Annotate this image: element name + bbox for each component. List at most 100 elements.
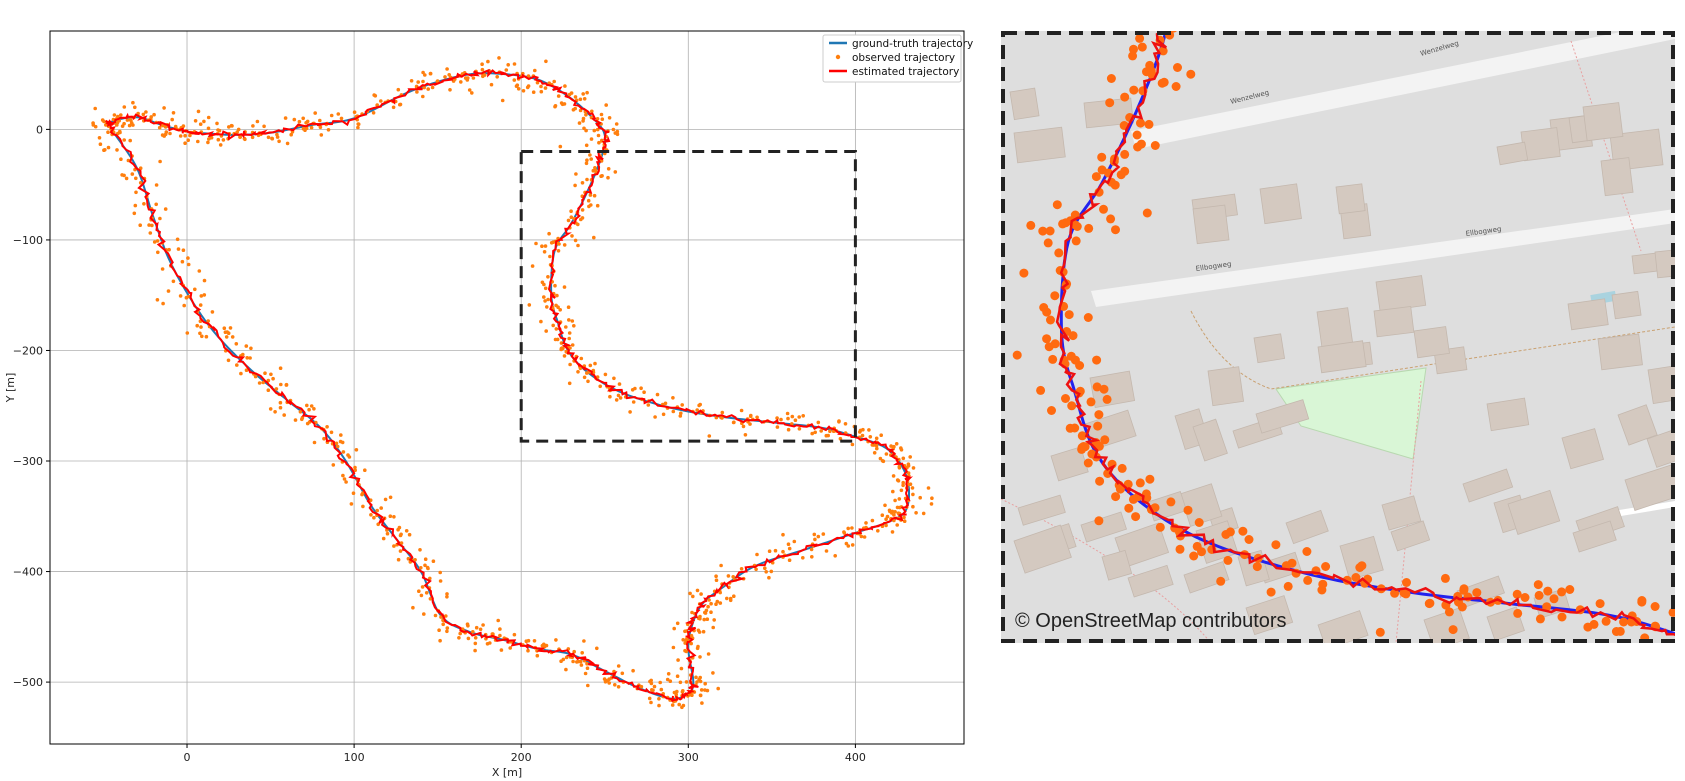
- observed-point: [892, 513, 896, 517]
- observed-point: [859, 534, 864, 539]
- map-observed-point: [1425, 598, 1435, 608]
- observed-point: [897, 464, 902, 469]
- observed-point: [543, 299, 547, 303]
- map-observed-point: [1093, 421, 1103, 431]
- observed-point: [270, 136, 275, 141]
- observed-point: [545, 305, 549, 309]
- observed-point: [162, 106, 166, 110]
- observed-point: [576, 370, 580, 374]
- map-observed-point: [1401, 589, 1411, 599]
- observed-point: [576, 222, 580, 227]
- map-observed-point: [1615, 626, 1625, 636]
- grid-lines: [50, 31, 964, 744]
- observed-point: [224, 335, 229, 339]
- observed-point: [562, 243, 567, 247]
- observed-point: [709, 601, 713, 606]
- observed-point: [277, 139, 281, 144]
- observed-point: [698, 402, 702, 407]
- map-observed-point: [1650, 602, 1660, 611]
- observed-point: [335, 444, 340, 449]
- observed-point: [535, 80, 540, 85]
- observed-point: [200, 334, 204, 339]
- observed-point: [262, 124, 266, 129]
- observed-point: [526, 648, 530, 653]
- observed-point: [535, 653, 540, 658]
- observed-point: [198, 331, 202, 336]
- observed-point: [161, 301, 165, 306]
- observed-point: [352, 110, 357, 114]
- observed-point: [558, 144, 563, 149]
- observed-point: [739, 567, 744, 571]
- map-observed-point: [1046, 315, 1055, 325]
- observed-point: [383, 497, 388, 502]
- map-observed-point: [1171, 82, 1181, 91]
- map-observed-point: [1106, 74, 1116, 83]
- observed-point: [195, 323, 199, 328]
- map-observed-point: [1102, 394, 1112, 404]
- observed-point: [570, 343, 575, 347]
- observed-point: [392, 515, 396, 519]
- map-observed-point: [1155, 522, 1165, 532]
- observed-point: [445, 67, 449, 71]
- map-observed-point: [1054, 248, 1064, 258]
- observed-point: [531, 90, 536, 94]
- observed-point: [614, 122, 619, 126]
- observed-point: [562, 285, 567, 289]
- building: [1654, 248, 1675, 279]
- trajectory-plot: 0 100 200 300 400 0 −100 −200 −300 −400 −500 X [m]…: [4, 30, 973, 779]
- observed-point: [793, 418, 798, 423]
- map-observed-point: [1079, 442, 1088, 451]
- map-observed-point: [1166, 497, 1176, 507]
- observed-point: [628, 410, 632, 414]
- observed-point: [884, 452, 889, 456]
- observed-point: [445, 592, 449, 596]
- observed-point: [421, 79, 425, 84]
- observed-point: [420, 585, 425, 589]
- observed-point: [731, 575, 735, 579]
- observed-point: [678, 680, 683, 685]
- x-tick-label: 100: [344, 751, 365, 764]
- observed-point: [196, 139, 200, 144]
- observed-point: [198, 303, 203, 307]
- map-observed-point: [1100, 435, 1110, 445]
- observed-point: [261, 380, 266, 385]
- observed-point: [391, 105, 396, 110]
- observed-point: [425, 565, 430, 570]
- observed-point: [551, 323, 555, 328]
- observed-point: [563, 84, 567, 88]
- observed-point: [154, 183, 159, 187]
- map-observed-point: [1542, 602, 1552, 612]
- observed-point: [466, 636, 471, 641]
- observed-point: [675, 689, 679, 694]
- observed-point: [581, 92, 585, 96]
- observed-point: [680, 690, 685, 694]
- road: [1091, 209, 1675, 307]
- observed-point: [883, 503, 887, 508]
- observed-point: [120, 173, 124, 177]
- observed-point: [152, 112, 156, 117]
- observed-point: [125, 118, 130, 122]
- observed-point: [543, 244, 548, 248]
- observed-point: [582, 97, 587, 101]
- observed-point: [426, 87, 431, 91]
- observed-point: [282, 413, 287, 417]
- map-observed-point: [1302, 547, 1312, 556]
- observed-point: [554, 638, 558, 642]
- observed-point: [918, 495, 922, 500]
- map-observed-point: [1120, 166, 1130, 176]
- observed-point: [339, 116, 344, 121]
- map-observed-point: [1375, 627, 1385, 637]
- observed-point: [657, 703, 661, 708]
- observed-point: [278, 366, 283, 371]
- map-observed-point: [1044, 342, 1054, 352]
- observed-point: [354, 448, 359, 452]
- observed-point: [559, 341, 564, 345]
- observed-point: [526, 74, 531, 78]
- observed-point: [577, 121, 582, 125]
- observed-point: [781, 532, 785, 537]
- observed-point: [547, 231, 551, 236]
- observed-point: [115, 148, 119, 152]
- map-observed-point: [1117, 463, 1127, 473]
- observed-point: [319, 133, 324, 137]
- observed-point: [670, 703, 675, 707]
